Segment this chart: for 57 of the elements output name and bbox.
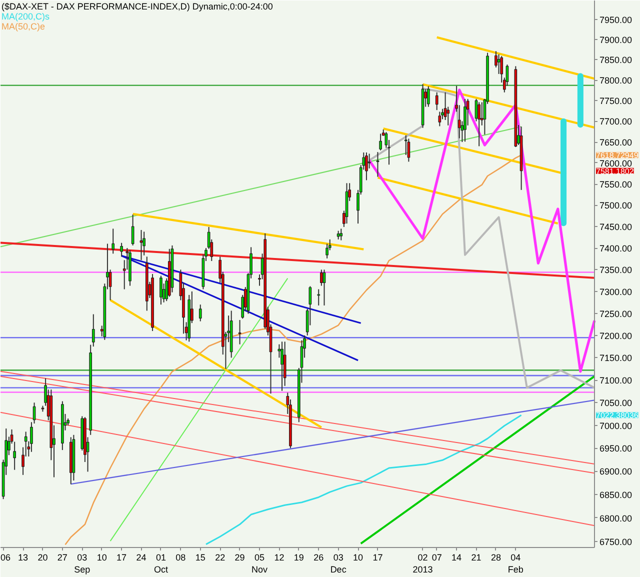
x-tick-label: 19 (294, 552, 304, 562)
y-tick-label: 7600.00 (600, 158, 632, 168)
text: 7618.72949 (596, 151, 639, 160)
y-tick-label: 7250.00 (600, 308, 632, 319)
y-tick-label: 6900.00 (600, 466, 632, 477)
x-tick-label: 24 (136, 552, 146, 562)
y-tick-label: 7500.00 (600, 200, 632, 211)
y-tick-label: 7050.00 (600, 398, 632, 408)
y-tick-label: 7300.00 (600, 286, 632, 297)
x-tick-label: 03 Dec (330, 552, 347, 574)
x-tick-label: 20 (38, 552, 48, 562)
y-tick-label: 7100.00 (600, 376, 632, 386)
y-tick-label: 7750.00 (600, 96, 632, 106)
y-tick-label: 7850.00 (600, 55, 632, 66)
y-tick-label: 6850.00 (600, 490, 632, 500)
y-tick-label: 6950.00 (600, 444, 632, 454)
x-tick-label: 12 (274, 552, 284, 562)
x-tick-label: 26 (314, 552, 324, 562)
x-tick-label: 03 Sep (74, 552, 90, 574)
y-tick-label: 7900.00 (600, 34, 632, 45)
chart-title: ($DAX-XET - DAX PERFORMANCE-INDEX,D) Dynamic,0:00-24:00 (2, 2, 273, 12)
text: 7022.38036 (596, 411, 639, 420)
x-tick-label: 21 (471, 552, 482, 562)
y-tick-label: 7550.00 (600, 180, 632, 190)
y-tick-label: 7700.00 (600, 116, 632, 127)
y-tick-label: 6750.00 (600, 536, 632, 547)
y-tick-label: 6800.00 (600, 513, 632, 524)
x-tick-label: 22 (215, 552, 226, 562)
x-tick-label: 06 (0, 552, 11, 562)
y-tick-label: 7450.00 (600, 222, 632, 232)
text: MA(200,C)s (2, 12, 50, 22)
y-tick-label: 7350.00 (600, 265, 632, 276)
y-tick-label: 7150.00 (600, 353, 632, 364)
x-tick-label: 27 (57, 552, 68, 562)
x-tick-label: 10 (96, 552, 107, 562)
x-tick-label: 10 (353, 552, 364, 562)
y-tick-label: 7800.00 (600, 76, 632, 86)
x-tick-label: 02 2013 (412, 552, 433, 574)
y-tick-label: 7000.00 (600, 420, 632, 431)
x-tick-label: 07 (432, 552, 442, 562)
x-tick-label: 17 (372, 552, 383, 562)
y-tick-label: 7650.00 (600, 138, 632, 148)
y-tick-label: 7200.00 (600, 330, 632, 341)
x-tick-label: 01 Oct (154, 552, 168, 574)
y-tick-label: 7400.00 (600, 244, 632, 254)
y-tick-label: 7950.00 (600, 14, 632, 25)
x-tick-label: 29 (234, 552, 245, 562)
x-tick-label: 17 (116, 552, 127, 562)
x-tick-label: 04 Feb (508, 552, 524, 574)
x-tick-label: 14 (452, 552, 462, 562)
text: 7581.1802 (596, 166, 634, 176)
text: MA(50,C)e (2, 22, 46, 32)
x-tick-label: 28 (490, 552, 501, 562)
x-tick-label: 05 Nov (251, 552, 268, 574)
x-tick-label: 15 (195, 552, 206, 562)
x-tick-label: 08 (176, 552, 186, 562)
x-tick-label: 13 (18, 552, 28, 562)
